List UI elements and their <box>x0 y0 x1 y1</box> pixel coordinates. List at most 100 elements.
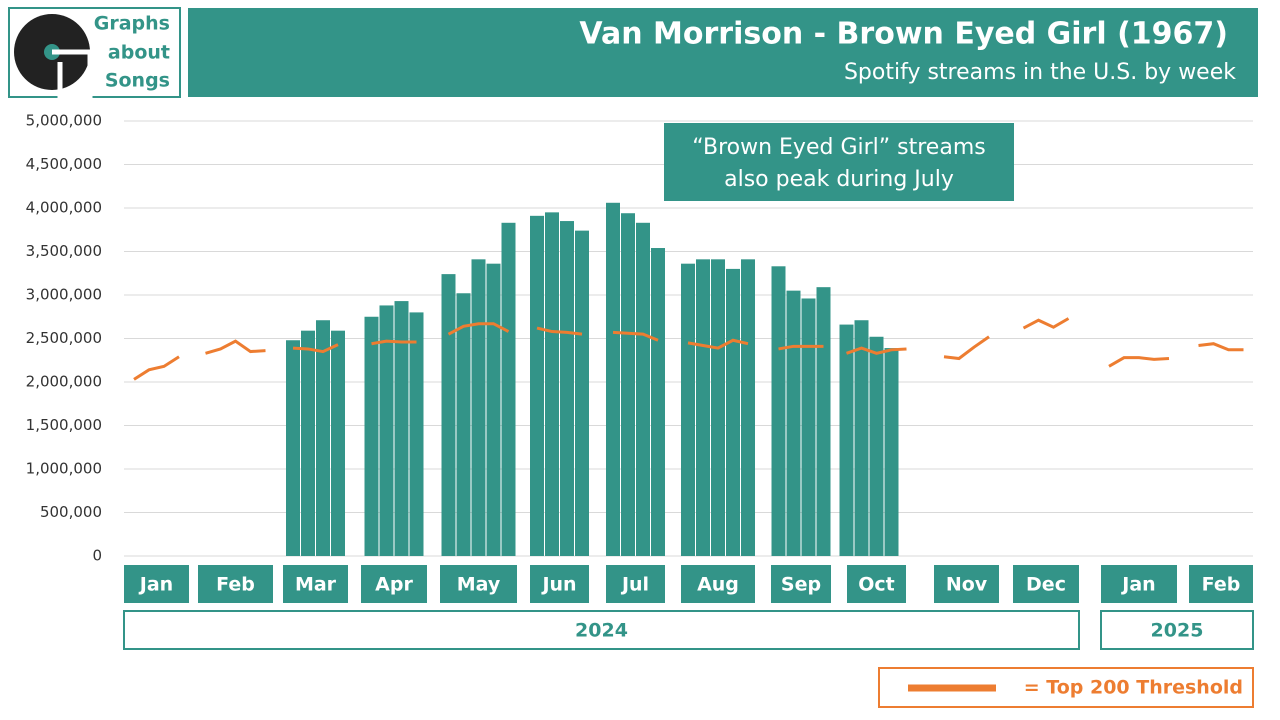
y-tick-label: 2,000,000 <box>26 373 102 391</box>
threshold-line <box>1108 356 1170 368</box>
bar <box>839 324 854 556</box>
y-tick-label: 3,000,000 <box>26 286 102 304</box>
threshold-line <box>133 355 180 381</box>
bar <box>636 222 650 557</box>
threshold-line <box>536 326 583 336</box>
month-box <box>361 565 427 603</box>
year-label: 2025 <box>1151 620 1204 642</box>
y-tick-label: 1,000,000 <box>26 460 102 478</box>
bar <box>301 330 315 556</box>
x-tick-label: Jun <box>540 574 576 596</box>
x-tick-label: Jan <box>138 574 173 596</box>
threshold-line <box>612 330 659 342</box>
threshold-line <box>1022 317 1070 330</box>
bar <box>286 340 300 556</box>
threshold-line <box>778 344 824 351</box>
y-tick-label: 500,000 <box>40 503 102 521</box>
month-box <box>198 565 273 603</box>
y-tick-label: 5,000,000 <box>26 112 102 130</box>
threshold-line <box>205 339 266 355</box>
threshold-line <box>1198 342 1244 352</box>
month-box <box>124 565 189 603</box>
bar <box>471 259 486 556</box>
bar <box>884 348 899 556</box>
bar <box>409 312 424 556</box>
x-tick-label: Nov <box>946 574 988 596</box>
y-tick-label: 4,500,000 <box>26 155 102 173</box>
month-box <box>530 565 589 603</box>
x-tick-label: Feb <box>1202 574 1241 596</box>
bar <box>869 336 884 556</box>
legend-label: = Top 200 Threshold <box>1024 677 1243 699</box>
year-label: 2024 <box>575 620 628 642</box>
y-tick-label: 0 <box>92 547 102 565</box>
threshold-line <box>292 343 339 354</box>
month-box <box>934 565 999 603</box>
x-tick-label: May <box>457 574 501 596</box>
bar <box>711 259 725 556</box>
x-tick-label: Aug <box>697 574 739 596</box>
annotation: “Brown Eyed Girl” streams <box>692 135 985 160</box>
logo-text: Songs <box>105 70 170 92</box>
y-tick-label: 1,500,000 <box>26 416 102 434</box>
month-box <box>606 565 665 603</box>
bar <box>560 221 574 557</box>
threshold-line <box>846 346 907 355</box>
x-tick-label: Apr <box>375 574 413 596</box>
x-tick-label: Dec <box>1026 574 1066 596</box>
annotation-box <box>664 123 1014 201</box>
bar <box>364 316 379 556</box>
bar <box>621 213 635 556</box>
annotation: also peak during July <box>724 167 954 192</box>
x-tick-label: Sep <box>781 574 821 596</box>
x-tick-label: Jan <box>1120 574 1155 596</box>
y-tick-label: 3,500,000 <box>26 242 102 260</box>
bar <box>651 248 665 556</box>
bar <box>379 305 394 556</box>
bar <box>501 222 516 557</box>
x-tick-label: Mar <box>295 574 337 596</box>
bar <box>786 290 801 556</box>
bar <box>771 266 786 556</box>
logo-text: about <box>108 42 170 64</box>
month-box <box>771 565 831 603</box>
bar <box>801 298 816 556</box>
year-box <box>123 610 1080 650</box>
threshold-line <box>943 335 990 361</box>
bar <box>575 230 589 556</box>
bar <box>456 293 471 556</box>
month-box <box>1013 565 1079 603</box>
chart-subtitle: Spotify streams in the U.S. by week <box>844 60 1236 85</box>
year-box <box>1100 610 1254 650</box>
bar <box>441 274 456 556</box>
bar <box>606 202 620 556</box>
bar <box>681 263 695 556</box>
bar <box>331 330 345 556</box>
month-box <box>1101 565 1177 603</box>
bar <box>530 215 544 556</box>
bar <box>816 287 831 556</box>
bar <box>741 259 755 556</box>
bar <box>696 259 710 556</box>
bar <box>854 320 869 556</box>
x-tick-label: Feb <box>216 574 255 596</box>
bar <box>486 263 501 556</box>
threshold-line <box>447 322 510 336</box>
month-box <box>440 565 517 603</box>
logo-g <box>52 49 93 99</box>
logo-text: Graphs <box>94 13 170 35</box>
bar <box>316 320 330 556</box>
threshold-line <box>687 338 749 350</box>
x-tick-label: Oct <box>858 574 895 596</box>
bar <box>726 268 740 556</box>
month-box <box>283 565 348 603</box>
chart-title: Van Morrison - Brown Eyed Girl (1967) <box>579 17 1228 52</box>
x-tick-label: Jul <box>620 574 649 596</box>
month-box <box>847 565 906 603</box>
month-box <box>681 565 755 603</box>
title-bar <box>188 8 1258 97</box>
threshold-line <box>371 339 417 346</box>
bar <box>545 212 559 556</box>
month-box <box>1189 565 1253 603</box>
